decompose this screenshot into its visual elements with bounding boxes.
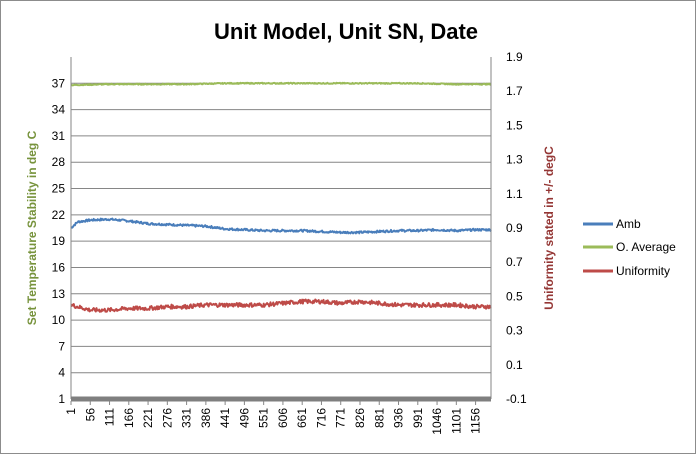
y-tick-label: 4	[58, 366, 65, 380]
y2-tick-label: 1.9	[506, 50, 523, 64]
y-tick-label: 13	[52, 287, 66, 301]
x-tick-label: 441	[218, 408, 232, 428]
series-line-amb	[70, 217, 492, 235]
x-tick-label: 1046	[430, 408, 444, 435]
y-tick-label: 16	[52, 260, 66, 274]
y2-tick-label: 1.5	[506, 118, 523, 132]
x-tick-label: 661	[295, 408, 309, 428]
y2-tick-label: 0.1	[506, 358, 523, 372]
x-tick-label: 1101	[449, 408, 463, 434]
axes: 1 4 7 10 13 16 19 22 25 28 31 34 37 -0.1 0.1 0.3 0.5 0.7 0…	[52, 50, 527, 435]
x-tick-label: 826	[353, 408, 367, 428]
chart-title: Unit Model, Unit SN, Date	[214, 19, 478, 44]
y-tick-label: 7	[58, 339, 65, 353]
series-lines	[70, 81, 492, 313]
legend-label: Uniformity	[616, 264, 670, 278]
x-tick-label: 551	[257, 408, 271, 428]
y-tick-label: 22	[52, 208, 66, 222]
y2-tick-label: 0.7	[506, 255, 523, 269]
legend-label: O. Average	[616, 240, 676, 254]
y2-tick-label: 0.3	[506, 324, 523, 338]
x-tick-label: 606	[276, 408, 290, 428]
series-line-uniformity	[70, 298, 492, 313]
y-tick-label: 10	[52, 313, 66, 327]
x-tick-label: 166	[122, 408, 136, 428]
y2-tick-label: 1.1	[506, 187, 523, 201]
legend: Amb O. Average Uniformity	[583, 217, 676, 278]
series-line-o-average	[70, 81, 492, 87]
y2-tick-label: 0.5	[506, 289, 523, 303]
x-tick-label: 1156	[469, 408, 483, 434]
x-tick-label: 1	[64, 408, 78, 415]
y-axis-title: Set Temperature Stability in deg C	[25, 130, 39, 325]
x-tick-label: 386	[199, 408, 213, 428]
y2-tick-label: 1.7	[506, 84, 523, 98]
y-tick-label: 31	[52, 129, 66, 143]
y-tick-label: 34	[52, 103, 66, 117]
y-tick-label: 37	[52, 76, 66, 90]
x-tick-label: 771	[334, 408, 348, 428]
x-tick-label: 221	[141, 408, 155, 428]
x-tick-label: 991	[411, 408, 425, 428]
x-tick-label: 56	[83, 408, 97, 422]
x-tick-label: 496	[237, 408, 251, 428]
y-tick-label: 25	[52, 182, 66, 196]
legend-label: Amb	[616, 217, 641, 231]
x-tick-label: 936	[392, 408, 406, 428]
y2-tick-label: 1.3	[506, 153, 523, 167]
y2-tick-label: -0.1	[506, 392, 527, 406]
y-tick-label: 28	[52, 155, 66, 169]
y-tick-label: 1	[58, 392, 65, 406]
y2-axis-title: Uniformity stated in +/- degC	[542, 146, 556, 310]
gridlines	[71, 82, 491, 400]
x-tick-label: 331	[180, 408, 194, 428]
x-tick-label: 276	[160, 408, 174, 428]
y-tick-label: 19	[52, 234, 66, 248]
y2-tick-label: 0.9	[506, 221, 523, 235]
x-tick-label: 111	[103, 408, 117, 427]
x-tick-label: 716	[314, 408, 328, 428]
x-tick-label: 881	[372, 408, 386, 428]
